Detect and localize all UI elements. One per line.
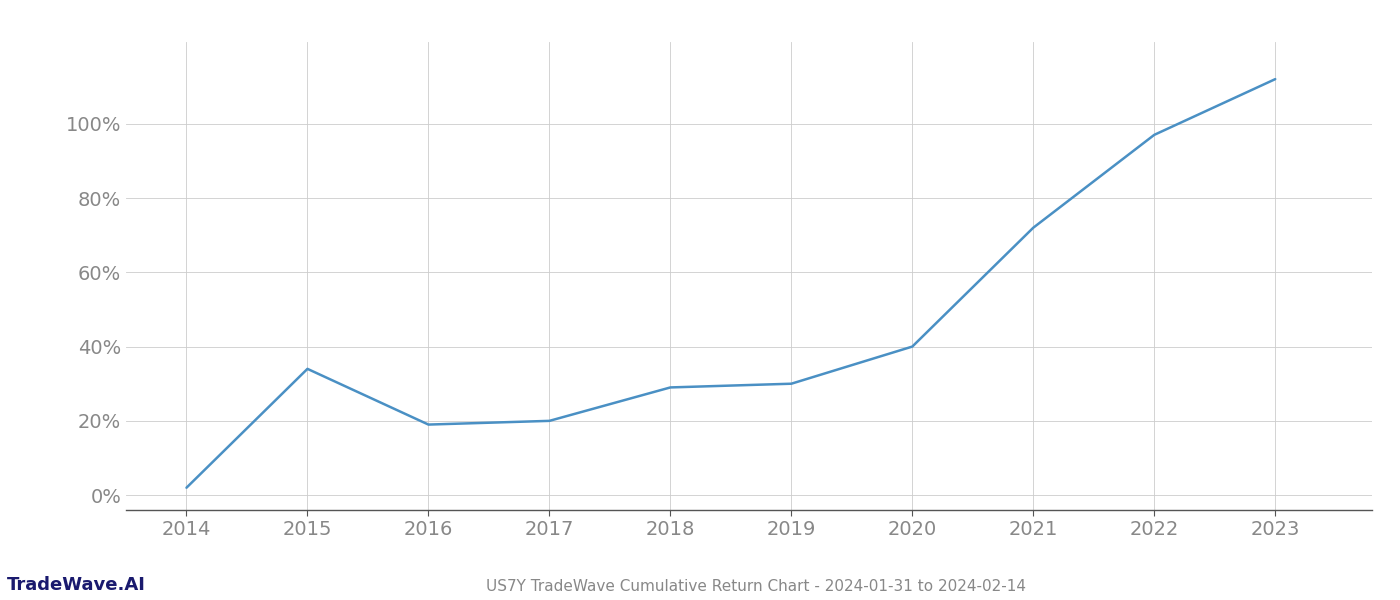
Text: TradeWave.AI: TradeWave.AI xyxy=(7,576,146,594)
Text: US7Y TradeWave Cumulative Return Chart - 2024-01-31 to 2024-02-14: US7Y TradeWave Cumulative Return Chart -… xyxy=(486,579,1026,594)
